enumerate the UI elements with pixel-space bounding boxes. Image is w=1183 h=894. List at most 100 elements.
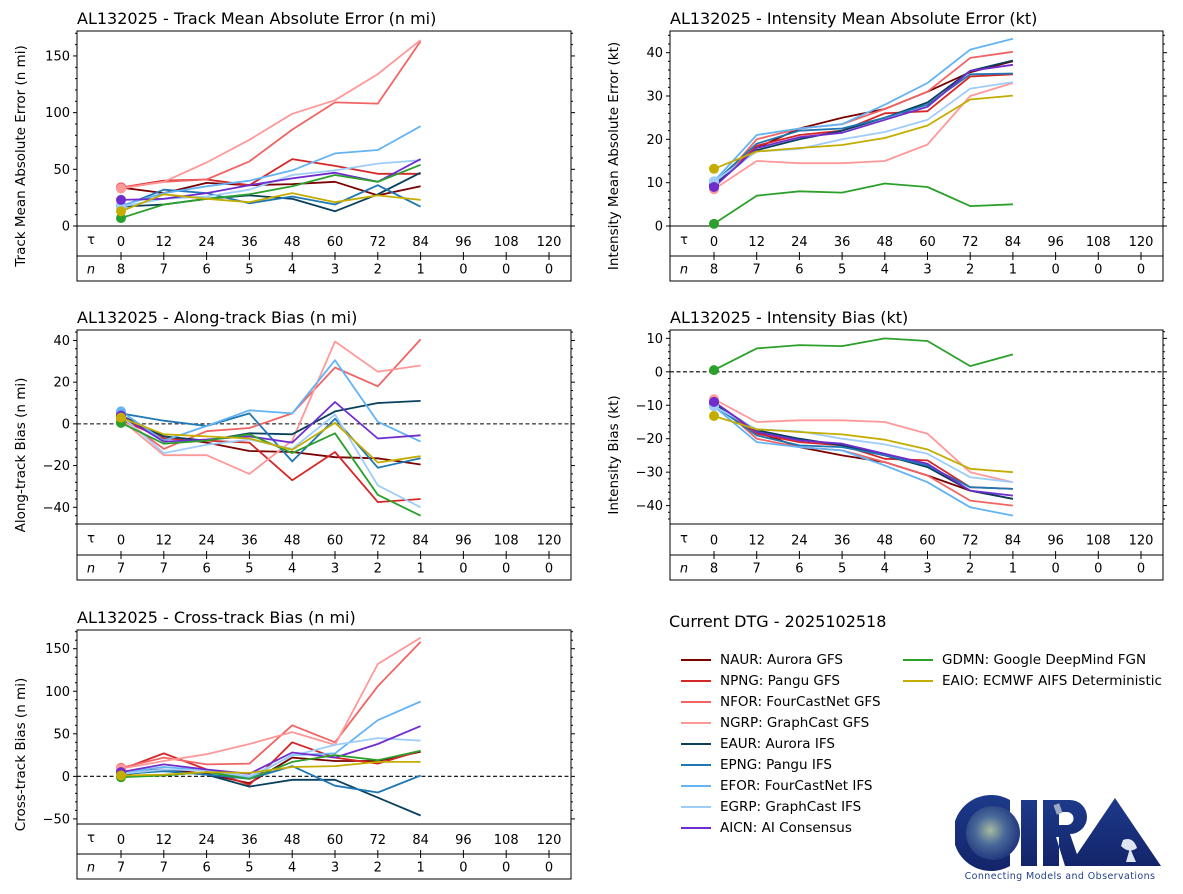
x-tick-label: 0 <box>710 235 718 250</box>
x-tick-label: 48 <box>284 833 301 848</box>
series-marker-gdmn <box>709 218 719 229</box>
n-count-label: 0 <box>1051 263 1059 278</box>
x-tick-label: 60 <box>919 534 936 549</box>
chart-panel-5: AL132025 - Cross-track Bias (n mi) Cross-… <box>13 608 575 880</box>
y-tick-label: −40 <box>43 501 70 516</box>
series-line-efor <box>120 125 422 207</box>
x-tick-label: 48 <box>284 534 301 549</box>
x-tick-label: 12 <box>156 235 173 250</box>
n-count-label: 2 <box>966 562 974 577</box>
n-count-label: 3 <box>923 562 931 577</box>
legend-swatch <box>681 827 711 829</box>
tau-row-label: τ <box>87 233 95 248</box>
x-tick-label: 0 <box>117 235 125 250</box>
n-count-label: 7 <box>753 562 761 577</box>
legend-swatch <box>903 680 933 682</box>
x-tick-label: 120 <box>1129 534 1154 549</box>
n-count-label: 0 <box>1094 263 1102 278</box>
x-tick-label: 0 <box>117 534 125 549</box>
series-line-nfor <box>120 641 422 769</box>
series-line-eaur <box>120 400 421 442</box>
n-count-label: 8 <box>710 562 718 577</box>
y-tick-label: 0 <box>62 770 70 785</box>
legend-swatch <box>681 764 711 766</box>
x-tick-label: 24 <box>791 235 808 250</box>
legend-label: NFOR: FourCastNet GFS <box>720 694 881 710</box>
x-tick-label: 72 <box>370 534 387 549</box>
series-line-efor <box>120 359 421 443</box>
series-group <box>120 39 422 219</box>
y-tick-label: 0 <box>655 220 663 235</box>
y-tick-label: −50 <box>43 812 70 827</box>
plot-frame <box>669 329 1164 581</box>
series-line-nfor <box>713 50 1014 189</box>
series-line-ngrp <box>120 636 422 770</box>
n-count-label: 0 <box>502 861 510 876</box>
legend-swatch <box>681 785 711 787</box>
n-count-label: 8 <box>710 263 718 278</box>
n-count-label: 0 <box>502 562 510 577</box>
series-marker-eaio <box>116 206 126 217</box>
n-count-label: 2 <box>374 263 382 278</box>
series-line-epng <box>713 404 1013 490</box>
y-tick-label: −10 <box>636 399 663 414</box>
n-count-label: 5 <box>245 263 253 278</box>
x-tick-label: 36 <box>241 833 258 848</box>
n-count-label: 6 <box>202 562 210 577</box>
cira-logo-graphic: Connecting Models and Observations <box>953 795 1161 882</box>
x-tick-label: 84 <box>412 833 429 848</box>
logo-letter-i <box>1021 800 1037 866</box>
satellite-dish-icon <box>1121 839 1137 862</box>
x-tick-label: 120 <box>537 235 562 250</box>
n-count-label: 4 <box>881 263 889 278</box>
series-group <box>120 636 422 817</box>
y-tick-label: −20 <box>636 432 663 447</box>
n-row-label: n <box>87 562 95 577</box>
n-count-label: 0 <box>459 263 467 278</box>
n-count-label: 6 <box>795 562 803 577</box>
y-tick-label: −40 <box>636 499 663 514</box>
y-tick-label: 150 <box>45 642 70 657</box>
tau-row-label: τ <box>680 532 688 547</box>
x-tick-label: 60 <box>919 235 936 250</box>
legend-item-nfor: NFOR: FourCastNet GFS <box>681 692 881 712</box>
legend-swatch <box>681 722 711 724</box>
y-tick-label: −30 <box>636 466 663 481</box>
n-count-label: 4 <box>288 562 296 577</box>
n-count-label: 1 <box>416 562 424 577</box>
n-count-label: 1 <box>416 263 424 278</box>
y-tick-label: 30 <box>646 90 663 105</box>
n-count-label: 0 <box>502 263 510 278</box>
x-tick-label: 108 <box>494 235 519 250</box>
x-tick-label: 108 <box>494 833 519 848</box>
series-marker-eaio <box>709 410 719 421</box>
x-tick-label: 36 <box>241 534 258 549</box>
legend-item-gdmn: GDMN: Google DeepMind FGN <box>903 650 1146 670</box>
chart-title: AL132025 - Along-track Bias (n mi) <box>77 308 357 327</box>
legend-label: EAUR: Aurora IFS <box>720 736 835 752</box>
x-tick-label: 120 <box>537 534 562 549</box>
x-tick-label: 0 <box>710 534 718 549</box>
legend-swatch <box>903 659 933 661</box>
x-tick-label: 60 <box>327 833 344 848</box>
x-tick-label: 72 <box>962 235 979 250</box>
x-tick-label: 84 <box>1005 534 1022 549</box>
legend-swatch <box>681 743 711 745</box>
earth-icon <box>966 806 1020 860</box>
series-line-nfor <box>120 338 422 450</box>
legend-item-aicn: AICN: AI Consensus <box>681 818 852 838</box>
series-line-ngrp <box>120 340 421 475</box>
x-tick-label: 84 <box>412 534 429 549</box>
legend-swatch <box>681 806 711 808</box>
n-count-label: 0 <box>1137 562 1145 577</box>
y-tick-label: 10 <box>646 176 663 191</box>
legend-label: GDMN: Google DeepMind FGN <box>942 652 1147 668</box>
chart-title: AL132025 - Intensity Mean Absolute Error… <box>670 9 1037 28</box>
plot-frame <box>669 30 1164 282</box>
series-line-nfor <box>713 400 1014 507</box>
n-count-label: 7 <box>160 562 168 577</box>
legend-label: EPNG: Pangu IFS <box>720 757 832 773</box>
x-tick-label: 36 <box>834 235 851 250</box>
chart-panel-4: AL132025 - Intensity Bias (kt) Intensity … <box>606 308 1167 581</box>
x-tick-label: 24 <box>791 534 808 549</box>
